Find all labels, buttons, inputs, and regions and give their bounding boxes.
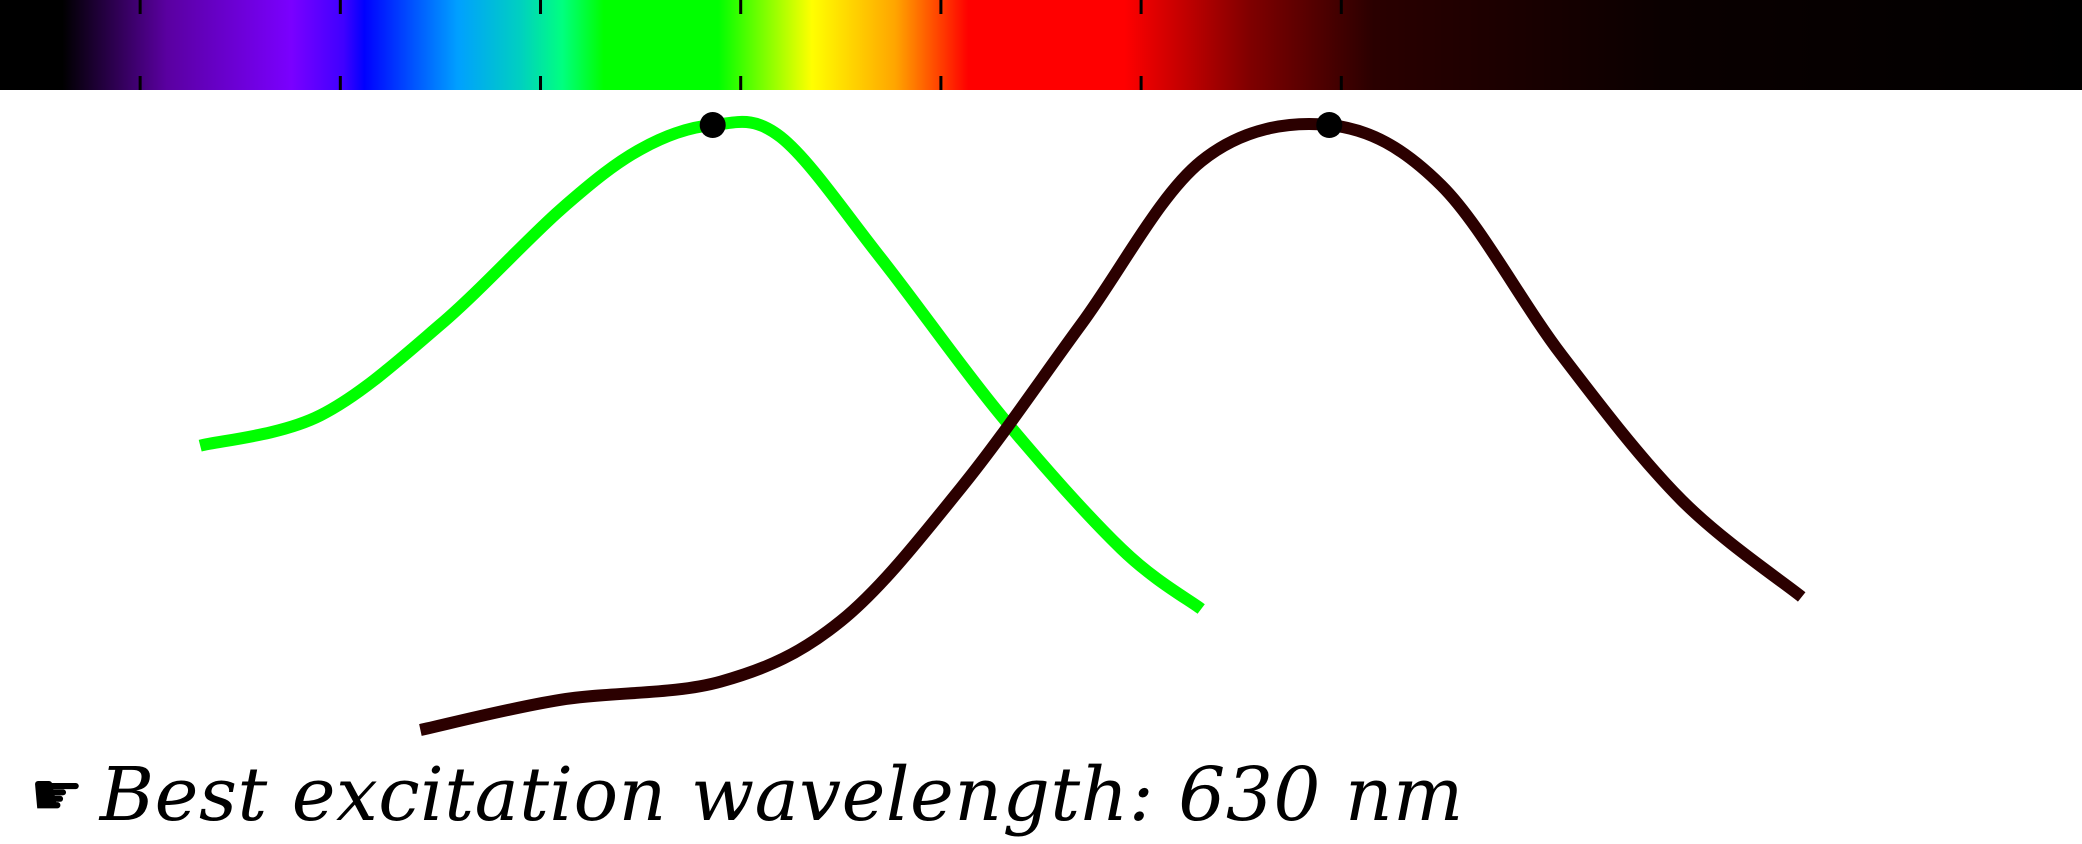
peak-marker-2 bbox=[1316, 112, 1343, 138]
peak-marker-1 bbox=[699, 112, 726, 138]
peak-markers bbox=[699, 112, 1343, 138]
series-line-2 bbox=[419, 117, 1806, 736]
caption: ☛ Best excitation wavelength: 630 nm bbox=[30, 752, 1464, 838]
spectrum-bar bbox=[0, 0, 2082, 90]
caption-text: Best excitation wavelength: 630 nm bbox=[99, 752, 1464, 838]
spectrum-ticks bbox=[138, 0, 1343, 90]
series-layer bbox=[198, 115, 1806, 736]
pointing-hand-icon: ☛ bbox=[30, 760, 84, 830]
